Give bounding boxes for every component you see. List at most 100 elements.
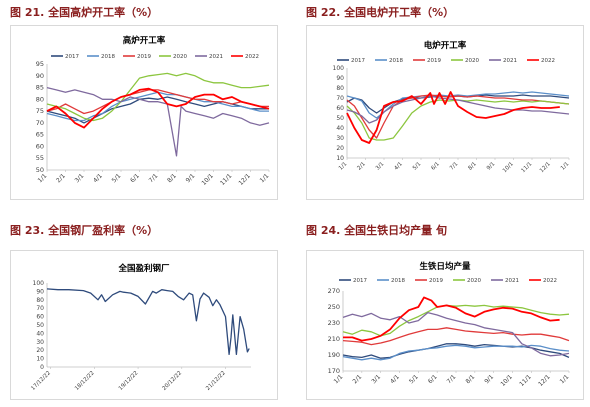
x-tick-label: 21/12/22 xyxy=(205,370,227,392)
x-tick-label: 17/12/22 xyxy=(30,370,52,392)
y-tick-label: 60 xyxy=(36,314,44,321)
y-tick-label: 85 xyxy=(36,84,44,92)
figure-heading-22: 图 22. 全国电炉开工率（%） xyxy=(306,6,455,19)
x-tick-label: 10/1 xyxy=(200,172,215,187)
y-tick-label: 90 xyxy=(36,72,44,80)
legend-label-2019: 2019 xyxy=(429,278,443,284)
chart-electric-furnace-utilization: 电炉开工率 2017 2018 2019 2020 2021 2022 10 20 30 40 50 6… xyxy=(306,25,584,200)
series-line-2017 xyxy=(346,94,570,114)
y-tick-label: 90 xyxy=(36,288,44,295)
y-tick-label: 70 xyxy=(336,95,344,102)
x-tick-label: 1/1 xyxy=(333,373,345,385)
chart-svg-3: 生铁日均产量 2017 2018 2019 2020 2021 2022 170 190 210 2… xyxy=(328,261,571,388)
legend-label-2020: 2020 xyxy=(173,54,187,60)
x-tick-label: 4/1 xyxy=(389,373,401,385)
x-tick-label: 4/1 xyxy=(393,161,404,172)
chart-blast-furnace-utilization: 高炉开工率 2017 2018 2019 2020 2021 2022 50 55 60 65 70 7… xyxy=(10,25,278,200)
y-tick-label: 10 xyxy=(36,356,44,363)
x-tick-label: 5/1 xyxy=(111,172,123,184)
y-tick-label: 170 xyxy=(328,367,340,375)
chart-steel-mill-profitability: 全国盈利钢厂 0 10 20 30 40 50 60 70 80 90 100 17/12/22 18/1… xyxy=(10,250,278,400)
x-tick-label: 10/1 xyxy=(499,373,514,388)
legend-label-2022: 2022 xyxy=(541,58,555,64)
chart-title: 电炉开工率 xyxy=(424,40,467,51)
y-tick-label: 70 xyxy=(36,305,44,312)
y-tick-label: 10 xyxy=(336,155,344,162)
series-line-2021 xyxy=(346,95,570,124)
x-tick-label: 9/1 xyxy=(185,172,197,184)
series-line-2017 xyxy=(46,96,269,124)
y-tick-label: 65 xyxy=(36,131,44,139)
y-tick-label: 30 xyxy=(36,339,44,346)
x-tick-label: 3/1 xyxy=(375,161,386,172)
legend-label-2017: 2017 xyxy=(353,278,367,284)
x-tick-label: 1/1 xyxy=(560,161,571,172)
chart-title: 全国盈利钢厂 xyxy=(117,263,170,274)
series-line-2022 xyxy=(46,87,270,129)
series-line-2020 xyxy=(346,99,570,141)
chart-svg-1: 电炉开工率 2017 2018 2019 2020 2021 2022 10 20 30 40 50 6… xyxy=(333,40,571,174)
chart-title: 高炉开工率 xyxy=(123,35,166,46)
x-tick-label: 11/1 xyxy=(219,172,234,187)
y-tick-label: 80 xyxy=(36,297,44,304)
series-line-2022 xyxy=(346,91,560,144)
legend-label-2021: 2021 xyxy=(503,58,517,64)
chart-title: 生铁日均产量 xyxy=(419,261,471,272)
y-tick-label: 50 xyxy=(36,166,44,174)
y-tick-label: 100 xyxy=(33,280,45,287)
series-line-2020 xyxy=(46,72,270,122)
figure-heading-21: 图 21. 全国高炉开工率（%） xyxy=(10,6,159,19)
y-tick-label: 55 xyxy=(36,154,44,162)
y-tick-label: 60 xyxy=(336,105,344,112)
series-line-2019 xyxy=(46,89,269,115)
x-tick-label: 1/1 xyxy=(37,172,49,184)
figure-heading-23: 图 23. 全国钢厂盈利率（%） xyxy=(10,224,159,237)
x-tick-label: 19/12/22 xyxy=(118,370,140,392)
y-tick-label: 80 xyxy=(36,95,44,103)
y-tick-label: 100 xyxy=(333,65,345,72)
legend-label-2018: 2018 xyxy=(389,58,403,64)
series-line-2018 xyxy=(342,344,570,361)
y-tick-label: 0 xyxy=(40,364,44,371)
x-tick-label: 7/1 xyxy=(148,172,160,184)
x-tick-label: 11/1 xyxy=(518,373,533,388)
x-tick-label: 3/1 xyxy=(370,373,382,385)
series-line-main xyxy=(46,288,250,356)
series-line-2021 xyxy=(342,311,570,357)
y-tick-label: 40 xyxy=(336,125,344,132)
y-tick-label: 40 xyxy=(36,330,44,337)
legend-label-2022: 2022 xyxy=(245,54,259,60)
legend-label-2019: 2019 xyxy=(427,58,441,64)
legend-label-2019: 2019 xyxy=(137,54,151,60)
y-tick-label: 20 xyxy=(336,145,344,152)
x-tick-label: 11/1 xyxy=(520,161,533,174)
x-tick-label: 8/1 xyxy=(166,172,178,184)
x-tick-label: 7/1 xyxy=(449,161,460,172)
chart-pig-iron-daily-output: 生铁日均产量 2017 2018 2019 2020 2021 2022 170 190 210 2… xyxy=(306,250,584,400)
x-tick-label: 1/1 xyxy=(559,373,571,385)
x-tick-label: 12/1 xyxy=(537,373,552,388)
y-tick-label: 190 xyxy=(328,351,340,359)
chart-svg-0: 高炉开工率 2017 2018 2019 2020 2021 2022 50 55 60 65 70 7… xyxy=(36,35,271,187)
y-tick-label: 50 xyxy=(36,322,44,329)
x-tick-label: 1/1 xyxy=(259,172,271,184)
legend-label-2020: 2020 xyxy=(465,58,479,64)
x-tick-label: 8/1 xyxy=(464,373,476,385)
y-tick-label: 90 xyxy=(336,75,344,82)
x-tick-label: 5/1 xyxy=(408,373,420,385)
legend-label-2017: 2017 xyxy=(65,54,79,60)
x-tick-label: 10/1 xyxy=(502,161,515,174)
y-tick-label: 95 xyxy=(36,60,44,68)
y-tick-label: 230 xyxy=(328,319,340,327)
x-tick-label: 4/1 xyxy=(92,172,104,184)
series-line-2019 xyxy=(342,327,570,346)
legend-label-2022: 2022 xyxy=(543,278,557,284)
y-tick-label: 70 xyxy=(36,119,44,127)
x-tick-label: 2/1 xyxy=(351,373,363,385)
x-tick-label: 7/1 xyxy=(446,373,458,385)
series-line-2021 xyxy=(46,86,270,157)
x-tick-label: 9/1 xyxy=(486,161,497,172)
y-tick-label: 210 xyxy=(328,335,340,343)
y-tick-label: 60 xyxy=(36,142,44,150)
